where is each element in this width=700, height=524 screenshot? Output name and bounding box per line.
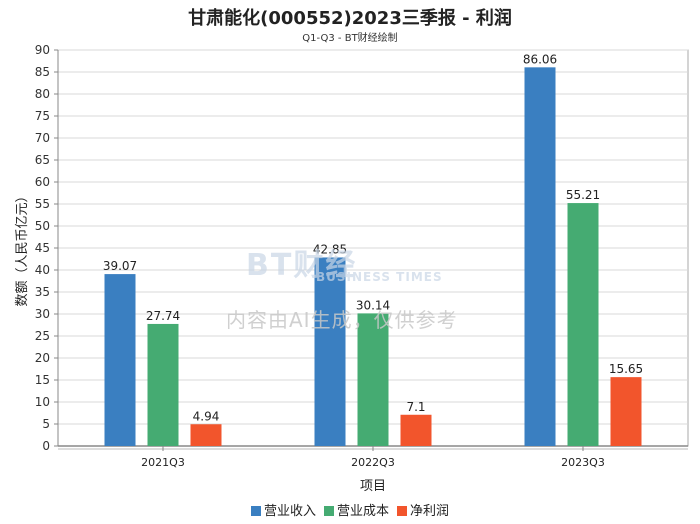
data-label: 4.94: [193, 409, 220, 423]
legend-label: 净利润: [410, 504, 450, 519]
data-label: 15.65: [609, 362, 643, 376]
chart-title: 甘肃能化(000552)2023三季报 - 利润: [188, 8, 512, 29]
legend-label: 营业收入: [263, 504, 316, 519]
data-label: 30.14: [356, 298, 390, 312]
legend-label: 营业成本: [336, 504, 389, 519]
bar: [524, 67, 556, 446]
legend-item: 营业成本: [323, 500, 389, 519]
bar: [357, 313, 389, 446]
legend-swatch: [397, 506, 407, 516]
y-tick-label: 25: [35, 329, 50, 343]
x-axis-label: 项目: [360, 479, 386, 494]
bar: [314, 257, 346, 446]
y-tick-label: 80: [35, 87, 50, 101]
y-tick-label: 35: [35, 285, 50, 299]
x-tick-label: 2022Q3: [351, 456, 395, 469]
x-tick-label: 2023Q3: [561, 456, 605, 469]
x-tick-label: 2021Q3: [141, 456, 185, 469]
y-tick-label: 75: [35, 109, 50, 123]
y-tick-label: 55: [35, 197, 50, 211]
data-label: 42.85: [313, 242, 347, 256]
legend-swatch: [323, 506, 334, 516]
y-tick-label: 0: [42, 439, 50, 453]
data-label: 7.1: [406, 400, 425, 414]
chart-legend: 营业收入 营业成本 净利润: [0, 500, 700, 519]
legend-item: 净利润: [397, 500, 449, 519]
data-label: 86.06: [523, 52, 557, 66]
bar: [610, 377, 642, 446]
y-tick-label: 90: [35, 43, 50, 57]
data-label: 27.74: [146, 309, 180, 323]
y-tick-label: 70: [35, 131, 50, 145]
bar-chart: 0 5 10 15 20 25 30 35 40 45 50 55 60 65 70 75 80 85 90 39.0…: [15, 43, 689, 494]
y-tick-label: 20: [35, 351, 50, 365]
y-tick-label: 60: [35, 175, 50, 189]
y-tick-label: 50: [35, 219, 50, 233]
bar: [190, 424, 222, 446]
bar: [147, 323, 179, 446]
y-tick-label: 40: [35, 263, 50, 277]
bar: [400, 414, 432, 446]
y-tick-label: 30: [35, 307, 50, 321]
y-tick-label: 45: [35, 241, 50, 255]
y-tick-label: 10: [35, 395, 50, 409]
chart-subtitle: Q1-Q3 - BT财经绘制: [302, 33, 398, 44]
data-label: 55.21: [566, 188, 600, 202]
legend-swatch: [250, 506, 261, 516]
bar: [567, 203, 599, 446]
y-tick-label: 85: [35, 65, 50, 79]
legend-item: 营业收入: [250, 500, 316, 519]
y-axis-label: 数额（人民币亿元）: [15, 189, 30, 306]
data-label: 39.07: [103, 259, 137, 273]
y-tick-label: 5: [42, 417, 50, 431]
y-tick-label: 15: [35, 373, 50, 387]
bar: [104, 274, 136, 446]
y-tick-label: 65: [35, 153, 50, 167]
